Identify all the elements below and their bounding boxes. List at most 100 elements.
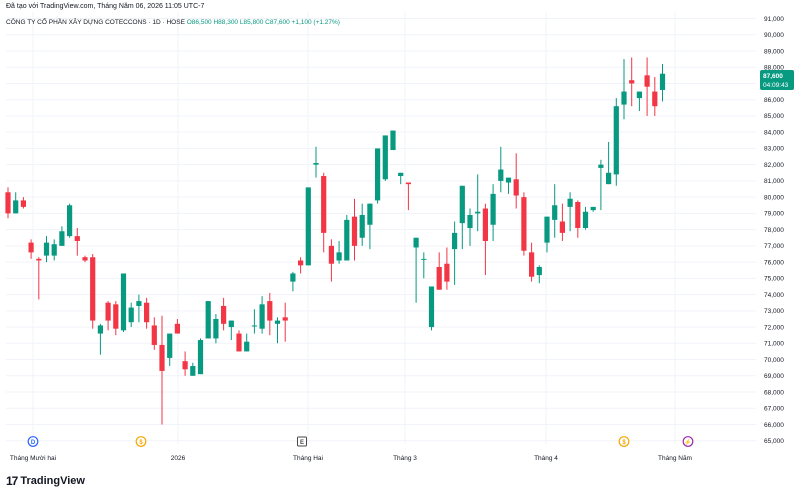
- candle: [59, 226, 65, 246]
- candle-body: [43, 242, 50, 256]
- candle-body: [51, 244, 57, 256]
- y-tick-label: 78,000: [764, 227, 784, 234]
- candle-body: [398, 172, 404, 177]
- candle: [459, 185, 465, 250]
- event-marker[interactable]: ⚡: [682, 436, 694, 447]
- candle-body: [467, 215, 473, 228]
- grid: [6, 12, 756, 444]
- time-axis[interactable]: Tháng Mười hai 2026 Tháng Hai Tháng 3 Tháng …: [10, 455, 692, 462]
- candle-body: [305, 187, 311, 266]
- candle: [190, 362, 196, 376]
- candle: [251, 309, 257, 334]
- candle: [120, 273, 127, 332]
- y-tick-label: 90,000: [764, 32, 784, 39]
- candle-body: [298, 260, 304, 266]
- candle-body: [5, 192, 11, 214]
- candle: [51, 239, 57, 261]
- candle: [344, 215, 350, 261]
- candle-body: [167, 333, 173, 358]
- candle: [159, 315, 165, 425]
- candle: [90, 253, 96, 329]
- candle-body: [513, 179, 519, 196]
- candle-body: [382, 135, 388, 180]
- event-icon: [618, 436, 630, 447]
- candle: [82, 255, 88, 263]
- candle-body: [13, 200, 19, 214]
- candle: [598, 159, 604, 211]
- candle-body: [244, 341, 250, 352]
- candle-body: [221, 305, 227, 324]
- candle: [282, 302, 288, 342]
- candle: [290, 271, 296, 292]
- event-icon-glyph: ⚡: [684, 438, 691, 446]
- candle: [359, 203, 365, 246]
- candle-body: [74, 236, 80, 241]
- candle: [213, 314, 219, 344]
- ohlc-values: O86,500 H88,300 L85,800 C87,600 +1,100 (…: [186, 19, 340, 26]
- y-tick-label: 86,000: [764, 97, 784, 104]
- candle-body: [236, 333, 242, 352]
- y-tick-label: 85,000: [764, 113, 784, 120]
- candle: [67, 203, 73, 238]
- price-badge-value: 87,600: [763, 73, 783, 80]
- event-marker[interactable]: D: [27, 436, 39, 447]
- y-tick-label: 81,000: [764, 178, 784, 185]
- event-marker[interactable]: $: [135, 436, 147, 447]
- candle-body: [567, 198, 573, 207]
- candle: [167, 333, 173, 367]
- candle-body: [328, 245, 334, 264]
- candle-body: [97, 325, 103, 334]
- price-badge-bg: [760, 70, 794, 90]
- candle: [236, 330, 242, 352]
- y-tick-label: 74,000: [764, 292, 784, 299]
- candle-body: [390, 130, 396, 151]
- candle-body: [659, 73, 666, 90]
- event-icon: [682, 436, 694, 447]
- candle: [529, 242, 535, 282]
- y-tick-label: 79,000: [764, 211, 784, 218]
- candle-body: [90, 257, 96, 321]
- y-tick-label: 67,000: [764, 406, 784, 413]
- event-marker[interactable]: E: [297, 436, 307, 447]
- event-markers[interactable]: D $ E $ ⚡: [27, 436, 694, 447]
- candle-body: [228, 320, 234, 328]
- candle-body: [59, 231, 65, 246]
- candle-body: [521, 197, 527, 251]
- candle: [428, 286, 435, 331]
- y-tick-label: 77,000: [764, 243, 784, 250]
- candle-body: [475, 211, 481, 214]
- candle-body: [336, 252, 342, 261]
- candle: [321, 172, 327, 253]
- tradingview-logo[interactable]: 17 TradingView: [6, 474, 85, 488]
- symbol-title: CÔNG TY CỔ PHẦN XÂY DỰNG COTECCONS · 1D …: [6, 19, 185, 26]
- candle: [659, 63, 666, 102]
- candle: [151, 317, 157, 350]
- candle: [351, 198, 358, 261]
- candle: [552, 184, 558, 238]
- candle: [228, 320, 234, 341]
- candle: [652, 76, 658, 116]
- candle-body: [544, 216, 550, 243]
- candle-body: [459, 185, 465, 224]
- y-tick-label: 72,000: [764, 324, 784, 331]
- candle-body: [259, 304, 265, 329]
- candle-body: [629, 80, 635, 84]
- event-marker[interactable]: $: [618, 436, 630, 447]
- candle: [482, 203, 488, 276]
- candle: [613, 98, 619, 186]
- candle: [367, 203, 373, 250]
- candle: [544, 216, 550, 253]
- candle-body: [205, 301, 211, 339]
- candle-body: [359, 215, 365, 238]
- candle-body: [482, 208, 488, 241]
- candle-body: [151, 325, 157, 345]
- event-icon-glyph: $: [139, 440, 143, 446]
- candle: [475, 174, 481, 232]
- candle: [390, 130, 396, 151]
- candle-body: [590, 206, 596, 211]
- candle: [136, 294, 142, 323]
- candle-body: [274, 320, 281, 324]
- x-tick-label: Tháng Năm: [658, 455, 692, 462]
